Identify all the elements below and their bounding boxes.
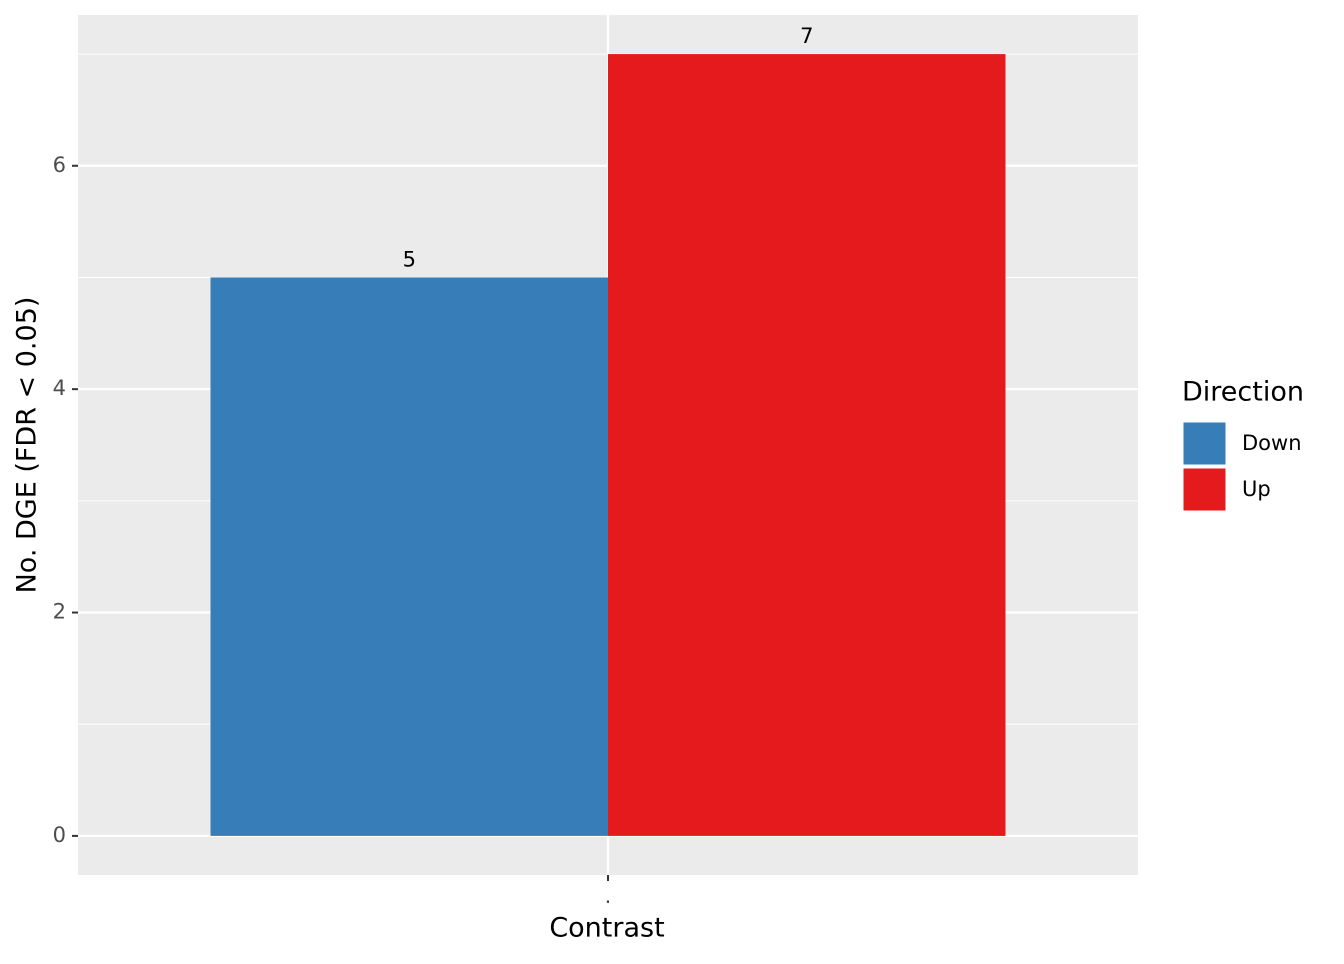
bar bbox=[608, 54, 1006, 836]
value-label: 7 bbox=[800, 24, 813, 48]
y-tick-label: 2 bbox=[53, 600, 66, 624]
legend-title: Direction bbox=[1182, 377, 1304, 408]
bar bbox=[210, 277, 608, 836]
y-axis-title: No. DGE (FDR < 0.05) bbox=[12, 297, 43, 594]
y-tick-label: 0 bbox=[53, 823, 66, 847]
y-tick-label: 4 bbox=[53, 376, 66, 400]
legend-label: Up bbox=[1242, 477, 1271, 501]
legend-swatch bbox=[1182, 467, 1227, 512]
legend-label: Down bbox=[1242, 431, 1302, 455]
value-label: 5 bbox=[403, 247, 416, 271]
y-tick-label: 6 bbox=[53, 153, 66, 177]
x-tick-label: . bbox=[605, 884, 612, 908]
legend-swatch bbox=[1182, 421, 1227, 466]
x-axis-title: Contrast bbox=[549, 913, 664, 944]
